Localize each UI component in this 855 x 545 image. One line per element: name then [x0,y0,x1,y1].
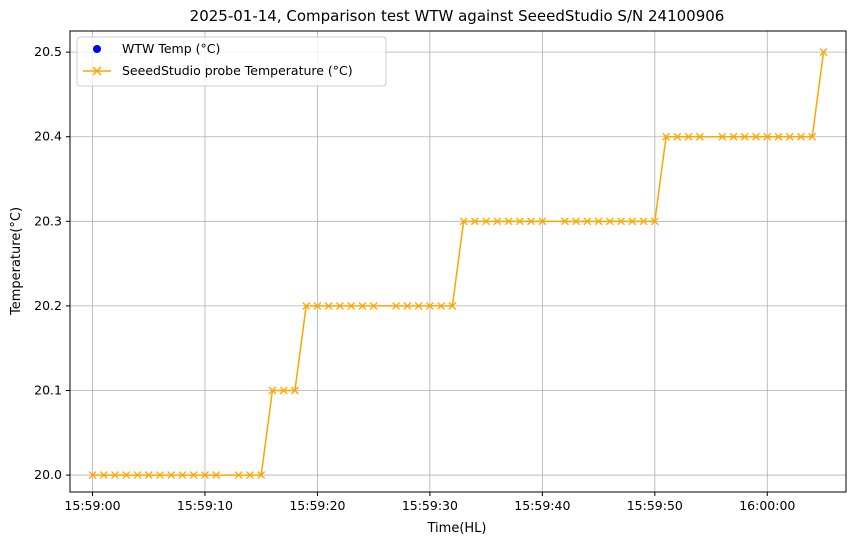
data-point [752,132,760,141]
data-point [808,132,817,141]
data-point [617,217,626,226]
data-point [673,132,682,141]
data-point [425,301,434,310]
x-tick-label: 15:59:50 [627,498,683,513]
grid [70,31,846,492]
data-point [245,471,254,480]
x-tick-label: 15:59:40 [514,498,570,513]
y-tick-label: 20.2 [34,298,62,313]
data-point [718,132,727,141]
data-point [560,217,569,226]
y-tick-label: 20.3 [34,213,62,228]
data-point [324,301,333,310]
data-point [178,471,187,480]
data-point [470,217,479,226]
data-point [695,132,704,141]
data-point [268,386,277,395]
plot-frame [69,30,847,493]
data-point [628,217,637,226]
data-point [313,301,322,310]
data-point [144,471,153,480]
x-axis: 15:59:00 15:59:10 15:59:20 15:59:30 15:59:40… [64,492,795,513]
data-point [290,386,299,395]
data-point [347,301,356,310]
data-point [257,471,266,480]
data-point [212,471,221,480]
data-point [234,471,243,480]
data-point [493,217,502,226]
data-point [639,217,648,226]
data-point [819,48,828,57]
data-point [740,132,749,141]
data-point [392,301,401,310]
data-point [88,471,97,480]
data-point [538,217,547,226]
y-axis-label: Temperature(°C) [9,207,24,316]
y-tick-label: 20.0 [34,467,62,482]
x-tick-label: 16:00:00 [739,498,795,513]
data-point [459,217,468,226]
data-point [774,132,783,141]
data-point [572,217,581,226]
legend-label-wtw: WTW Temp (°C) [122,41,220,56]
legend-label-seeed: SeeedStudio probe Temperature (°C) [122,63,353,78]
data-point [189,471,198,480]
legend-marker-wtw [93,45,101,53]
data-point [650,217,659,226]
data-point [504,217,513,226]
data-point [369,301,378,310]
data-point [111,471,119,480]
data-point [729,132,738,141]
data-point [200,471,209,480]
x-tick-label: 15:59:00 [64,498,120,513]
series-line [92,52,825,476]
x-tick-label: 15:59:10 [177,498,233,513]
plot-area [88,48,828,480]
data-point [279,386,288,395]
data-point [515,217,524,226]
chart-title: 2025-01-14, Comparison test WTW against … [190,7,725,25]
data-point [785,132,794,141]
y-tick-label: 20.4 [34,129,62,144]
data-point [414,301,423,310]
y-axis: 20.0 20.1 20.2 20.3 20.4 20.5 [34,44,70,482]
data-point [662,132,671,141]
data-point [358,301,367,310]
data-point [797,132,805,141]
data-point [403,301,412,310]
data-point [605,217,614,226]
x-tick-label: 15:59:20 [289,498,345,513]
x-axis-label: Time(HL) [427,521,487,536]
data-point [594,217,603,226]
data-point [684,132,693,141]
y-tick-label: 20.1 [34,382,62,397]
data-point [122,471,131,480]
data-point [437,301,446,310]
data-point [156,471,164,480]
legend-marker-seeed [92,66,102,76]
data-point [763,132,772,141]
data-point [133,471,142,480]
legend: WTW Temp (°C) SeeedStudio probe Temperat… [76,36,387,87]
data-point [583,217,592,226]
data-point [302,301,311,310]
data-point [527,217,536,226]
data-point [335,301,344,310]
data-point [99,471,108,480]
y-tick-label: 20.5 [34,44,62,59]
data-point [482,217,491,226]
data-point [167,471,176,480]
x-tick-label: 15:59:30 [402,498,458,513]
legend-box [76,36,387,87]
data-point [448,301,457,310]
